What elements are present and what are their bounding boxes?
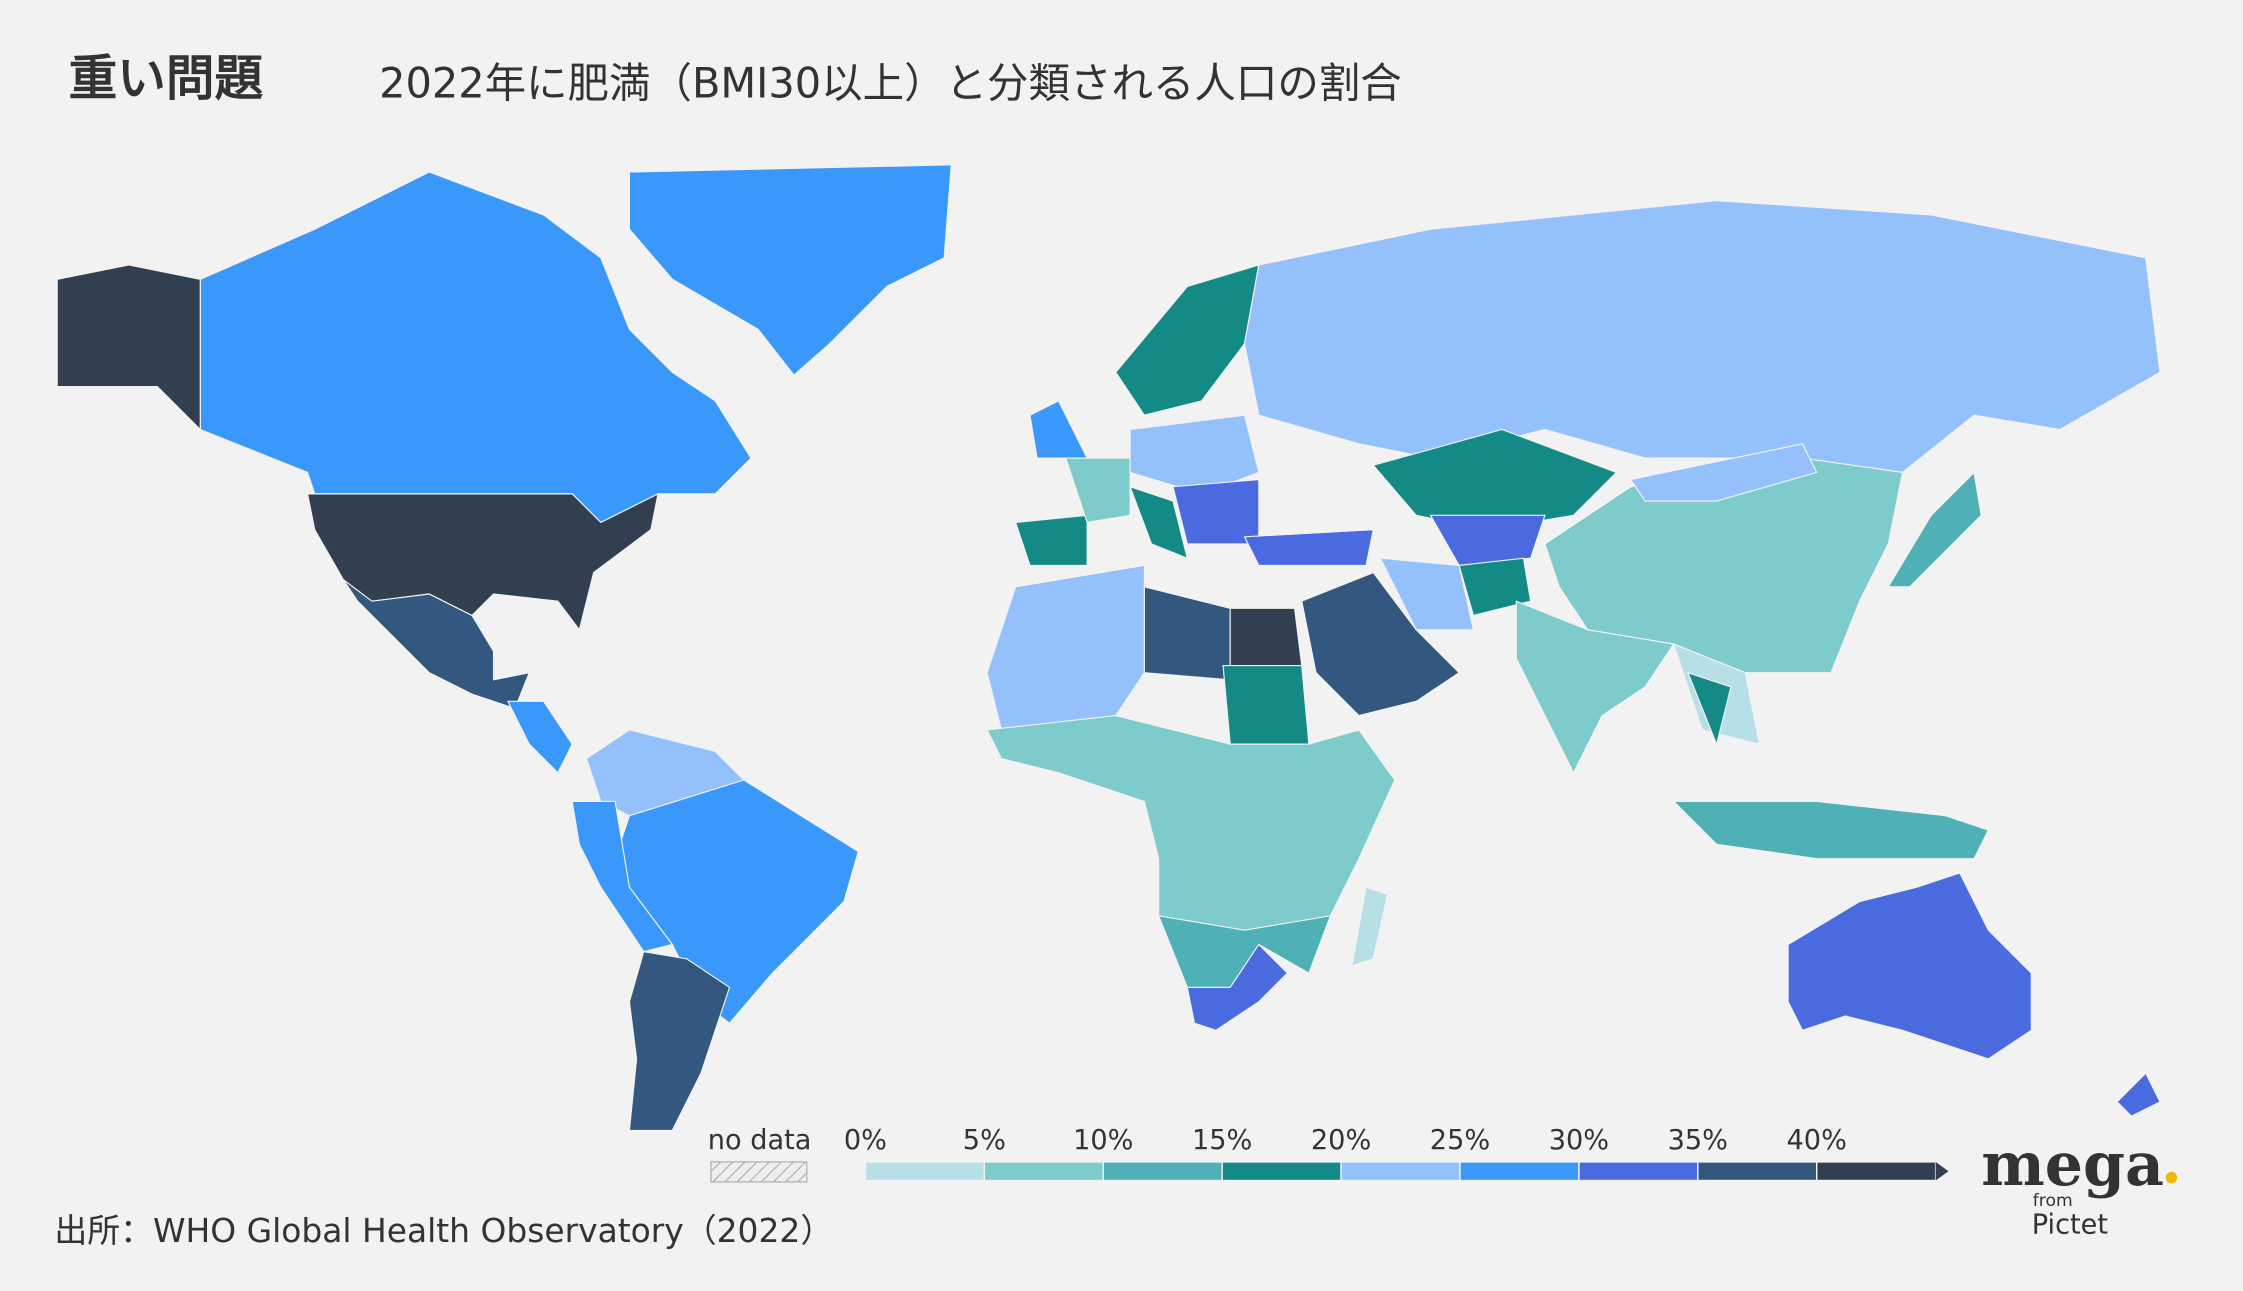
legend-swatch [1340,1161,1461,1182]
central-america [506,700,573,774]
legend-tick-label: 40% [1787,1125,1847,1156]
legend-tick-label: 30% [1549,1125,1609,1156]
legend-tick-label: 10% [1073,1125,1133,1156]
russia [1243,200,2161,474]
logo-dot [2165,1171,2178,1184]
uk [1029,400,1089,459]
subtitle: 2022年に肥満（BMI30以上）と分類される人口の割合 [379,59,1402,108]
logo: mega from Pictet [1981,1130,2178,1240]
balkans [1172,478,1260,545]
thailand [1686,671,1732,747]
new-zealand [2116,1072,2161,1117]
mongolia [1629,443,1818,502]
legend-swatch [983,1161,1104,1182]
title: 重い問題 [69,51,264,107]
logo-from: from [2033,1191,2073,1211]
logo-name: mega [1981,1130,2164,1200]
madagascar [1351,886,1389,967]
source: 出所：WHO Global Health Observatory（2022） [54,1211,833,1250]
mexico [342,579,531,710]
france [1064,457,1131,524]
legend-tick-label: 15% [1192,1125,1252,1156]
alaska [56,264,201,431]
japan [1887,471,1982,588]
legend-tick-label: 5% [963,1125,1006,1156]
world-map [56,164,2161,1132]
andes [571,800,674,953]
egypt [1229,607,1303,667]
indonesia [1672,800,1990,860]
arabia [1301,571,1460,717]
no-data-label: no data [708,1125,812,1156]
legend: no data 0% 5% 10% 15% 20% 25% 30% 35% 40% [708,1125,1949,1183]
legend-tick-label: 0% [844,1125,887,1156]
australia [1787,872,2032,1060]
logo-brand: Pictet [2032,1209,2108,1240]
legend-arrow [1935,1161,1949,1181]
turkey [1243,529,1374,566]
legend-swatch [864,1161,986,1182]
central-africa [986,715,1396,946]
southern-cone [628,950,731,1132]
legend-swatch [1816,1161,1937,1182]
sudan [1222,664,1310,745]
legend-swatch [1459,1161,1580,1182]
legend-swatch [1697,1161,1818,1182]
afghanistan [1458,557,1532,617]
italy [1129,485,1189,560]
north-africa [986,564,1145,731]
greenland [628,164,952,376]
kazakhstan [1372,428,1618,531]
legend-tick-label: 25% [1430,1125,1490,1156]
legend-swatch [1221,1161,1342,1182]
no-data-swatch [710,1161,808,1183]
india [1515,600,1675,775]
central-asia [1429,514,1546,566]
canada [199,171,752,524]
iran [1379,557,1475,631]
south-africa [1186,943,1289,1031]
legend-swatch [1102,1161,1223,1182]
scandinavia [1115,264,1260,416]
spain [1014,514,1088,566]
legend-tick-label: 35% [1668,1125,1728,1156]
libya [1143,586,1231,681]
legend-tick-label: 20% [1311,1125,1371,1156]
legend-swatch [1578,1161,1699,1182]
